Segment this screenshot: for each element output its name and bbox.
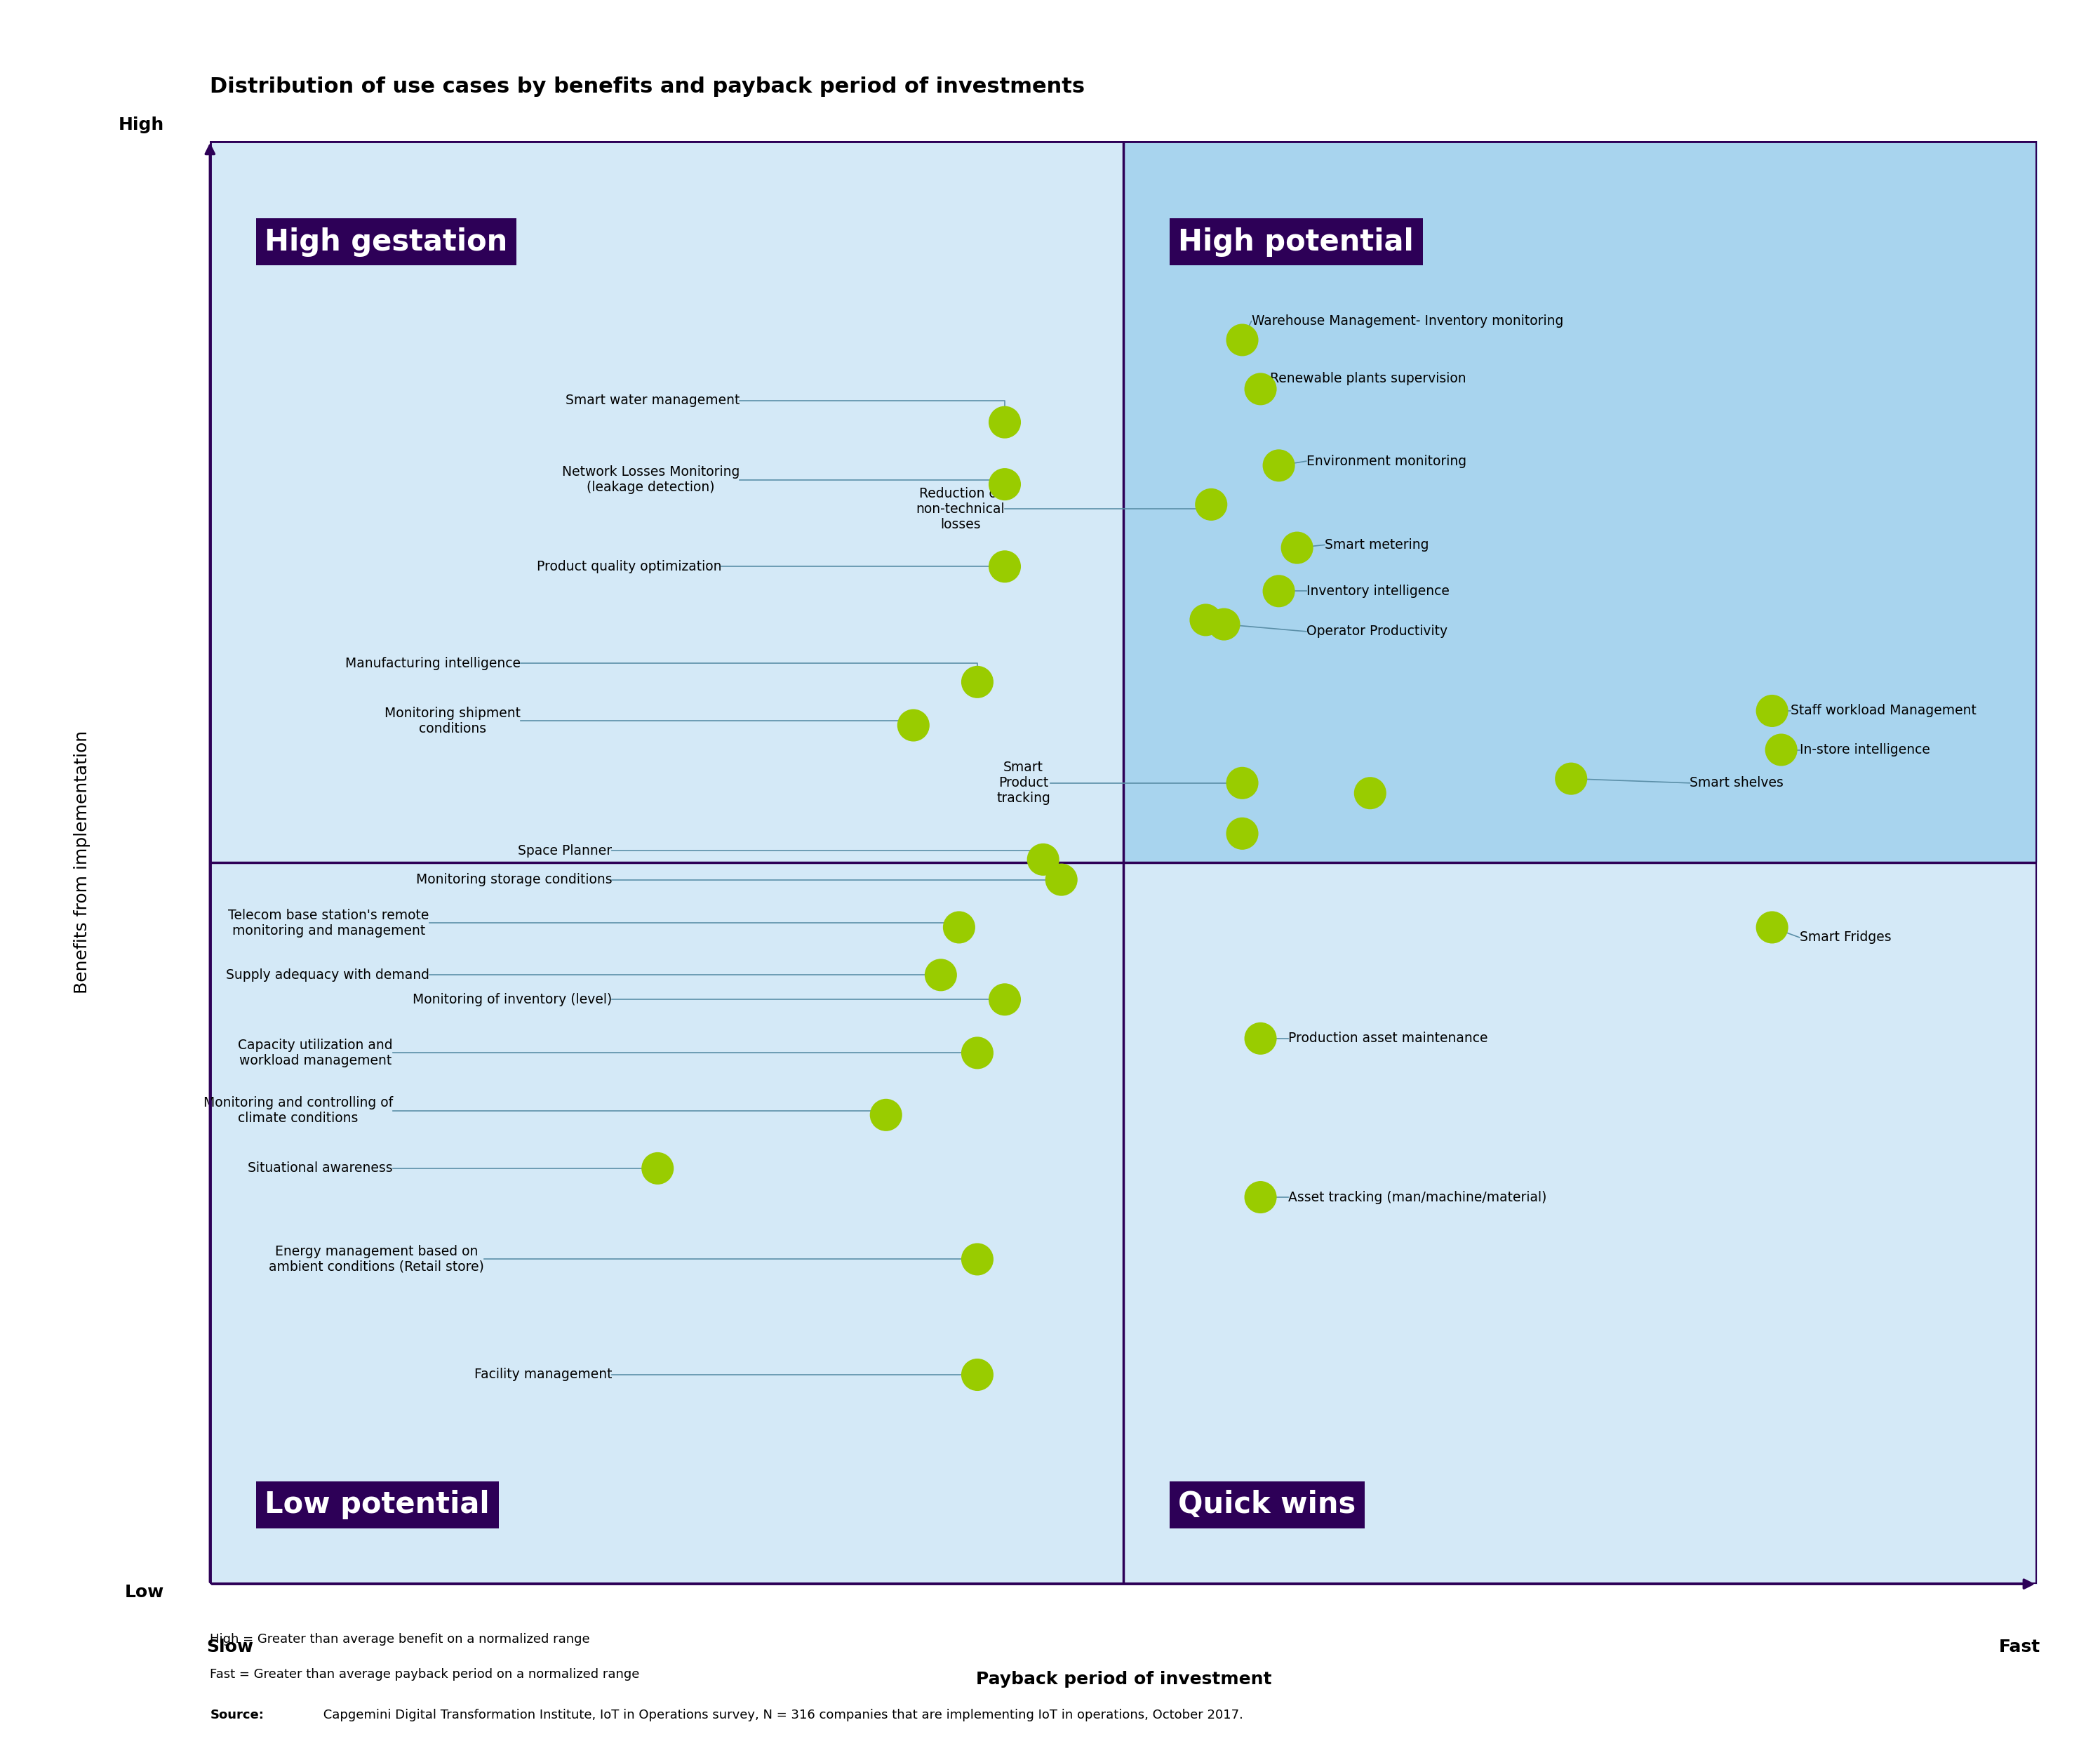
Point: [960, 1360, 993, 1389]
Point: [1262, 577, 1296, 605]
Point: [1226, 769, 1260, 797]
Point: [987, 986, 1021, 1014]
Text: Production asset maintenance: Production asset maintenance: [1287, 1031, 1487, 1045]
Text: Facility management: Facility management: [475, 1368, 611, 1382]
Text: Smart metering: Smart metering: [1325, 539, 1428, 551]
Point: [1208, 611, 1241, 639]
Text: Slow: Slow: [206, 1639, 254, 1656]
Text: Source:: Source:: [210, 1709, 265, 1721]
Point: [1281, 533, 1315, 561]
Text: High: High: [118, 116, 164, 134]
Text: Manufacturing intelligence: Manufacturing intelligence: [344, 656, 521, 671]
Point: [640, 1155, 674, 1183]
Text: Operator Productivity: Operator Productivity: [1306, 625, 1447, 639]
Text: Monitoring storage conditions: Monitoring storage conditions: [416, 873, 611, 887]
Text: Inventory intelligence: Inventory intelligence: [1306, 584, 1449, 598]
Point: [1243, 1024, 1277, 1052]
Text: Low potential: Low potential: [265, 1491, 489, 1519]
Point: [1764, 736, 1798, 764]
Text: Warehouse Management- Inventory monitoring: Warehouse Management- Inventory monitori…: [1252, 315, 1562, 327]
Point: [869, 1102, 903, 1130]
Point: [960, 669, 993, 697]
Text: Fast: Fast: [1999, 1639, 2041, 1656]
Text: Staff workload Management: Staff workload Management: [1791, 704, 1976, 718]
Text: Smart
Product
tracking: Smart Product tracking: [998, 760, 1050, 804]
Text: Environment monitoring: Environment monitoring: [1306, 454, 1466, 468]
Text: High potential: High potential: [1178, 227, 1413, 257]
Point: [1243, 1183, 1277, 1211]
Text: High = Greater than average benefit on a normalized range: High = Greater than average benefit on a…: [210, 1633, 590, 1646]
Point: [943, 913, 977, 942]
Text: Capgemini Digital Transformation Institute, IoT in Operations survey, N = 316 co: Capgemini Digital Transformation Institu…: [319, 1709, 1243, 1721]
Text: Renewable plants supervision: Renewable plants supervision: [1270, 373, 1466, 385]
Text: Smart Fridges: Smart Fridges: [1800, 931, 1892, 943]
Point: [1554, 764, 1588, 792]
Point: [987, 553, 1021, 581]
Text: Quick wins: Quick wins: [1178, 1491, 1357, 1519]
Text: Asset tracking (man/machine/material): Asset tracking (man/machine/material): [1287, 1190, 1546, 1204]
Point: [960, 1246, 993, 1274]
Text: Monitoring and controlling of
climate conditions: Monitoring and controlling of climate co…: [204, 1096, 393, 1125]
Point: [1243, 375, 1277, 403]
Text: Energy management based on
ambient conditions (Retail store): Energy management based on ambient condi…: [269, 1244, 483, 1274]
Text: Fast = Greater than average payback period on a normalized range: Fast = Greater than average payback peri…: [210, 1668, 640, 1681]
Point: [1027, 845, 1060, 873]
Text: Supply adequacy with demand: Supply adequacy with demand: [227, 968, 428, 982]
Point: [1352, 780, 1386, 808]
Text: Monitoring shipment
conditions: Monitoring shipment conditions: [384, 706, 521, 736]
Text: High gestation: High gestation: [265, 227, 508, 257]
Text: Capacity utilization and
workload management: Capacity utilization and workload manage…: [237, 1038, 393, 1067]
Text: Space Planner: Space Planner: [519, 845, 611, 857]
Point: [1756, 913, 1789, 942]
Text: Monitoring of inventory (level): Monitoring of inventory (level): [412, 993, 611, 1007]
Point: [1756, 697, 1789, 725]
Point: [1226, 820, 1260, 848]
Point: [1195, 491, 1228, 519]
Point: [1262, 451, 1296, 479]
Text: Situational awareness: Situational awareness: [248, 1162, 393, 1176]
Point: [1226, 326, 1260, 354]
Text: Network Losses Monitoring
(leakage detection): Network Losses Monitoring (leakage detec…: [563, 466, 739, 495]
Point: [960, 1038, 993, 1067]
Point: [897, 711, 930, 739]
Text: Product quality optimization: Product quality optimization: [538, 560, 722, 574]
Point: [1044, 866, 1077, 894]
Text: Payback period of investment: Payback period of investment: [977, 1670, 1270, 1688]
Text: In-store intelligence: In-store intelligence: [1800, 743, 1930, 757]
Point: [924, 961, 958, 989]
Text: Smart shelves: Smart shelves: [1691, 776, 1783, 790]
Point: [1189, 605, 1222, 634]
Text: Smart water management: Smart water management: [565, 394, 739, 407]
Text: Benefits from implementation: Benefits from implementation: [74, 730, 90, 994]
Text: Distribution of use cases by benefits and payback period of investments: Distribution of use cases by benefits an…: [210, 76, 1086, 97]
Text: Low: Low: [124, 1584, 164, 1602]
Text: Reduction of
non-technical
losses: Reduction of non-technical losses: [916, 488, 1004, 532]
Point: [987, 408, 1021, 436]
Point: [987, 470, 1021, 498]
Text: Telecom base station's remote
monitoring and management: Telecom base station's remote monitoring…: [229, 908, 428, 938]
